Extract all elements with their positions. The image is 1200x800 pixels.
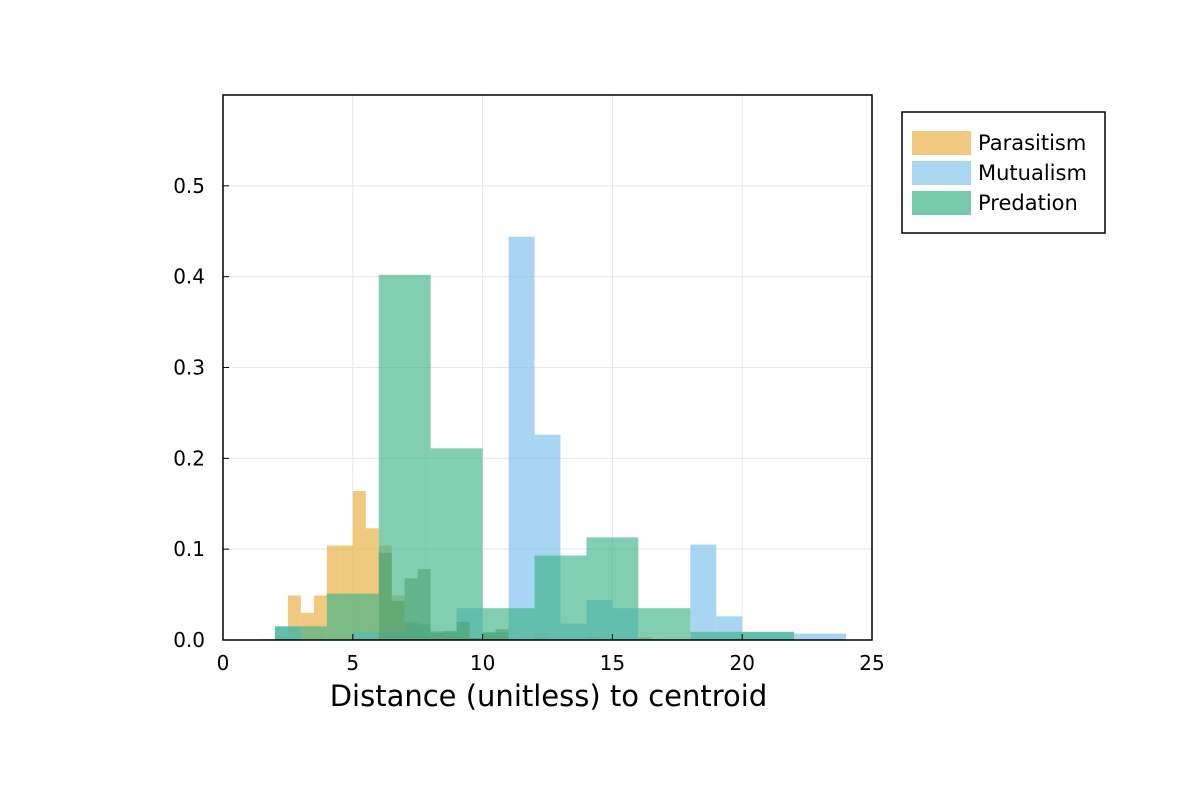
histogram-bar-predation: [638, 608, 691, 640]
y-tick-label: 0.2: [173, 446, 205, 470]
histogram-bar-overlap: [456, 621, 470, 640]
histogram-bar-mutualism: [794, 633, 847, 640]
histogram-bar-predation: [534, 555, 587, 640]
legend-swatch-parasitism: [912, 131, 971, 155]
histogram-bar-overlap: [430, 632, 444, 640]
histogram-bar-overlap: [469, 638, 483, 640]
axis-ticks: 0 5 10 15 20 25 0.0 0.1 0.2 0.3 0.4 0.5: [173, 174, 885, 675]
x-tick-label: 15: [600, 651, 625, 675]
legend-label-parasitism: Parasitism: [978, 131, 1086, 155]
histogram-bar-predation: [742, 631, 795, 640]
legend[interactable]: Parasitism Mutualism Predation: [901, 111, 1106, 234]
histogram-bar-overlap: [378, 552, 392, 640]
histogram-bar-predation: [430, 448, 483, 640]
y-tick-label: 0.4: [173, 265, 205, 289]
histogram-bar-overlap: [482, 632, 496, 640]
x-tick-label: 0: [217, 651, 230, 675]
histogram-bar-predation: [690, 631, 743, 640]
x-tick-label: 5: [346, 651, 359, 675]
x-axis-title: Distance (unitless) to centroid: [330, 679, 768, 713]
y-tick-label: 0.3: [173, 356, 205, 380]
legend-label-predation: Predation: [978, 191, 1078, 215]
histogram-bar-overlap: [417, 569, 431, 640]
histogram-bars: [261, 236, 847, 640]
histogram-bar-overlap: [443, 630, 457, 640]
histogram-bar-overlap: [404, 578, 418, 640]
y-tick-label: 0.5: [173, 174, 205, 198]
histogram-bar-overlap: [495, 629, 509, 640]
histogram-bar-overlap: [391, 600, 405, 640]
histogram-bar-predation: [586, 537, 639, 640]
x-tick-label: 25: [859, 651, 884, 675]
legend-swatch-mutualism: [912, 161, 971, 185]
y-tick-label: 0.0: [173, 628, 205, 652]
histogram-bar-predation: [274, 626, 327, 640]
x-tick-label: 10: [470, 651, 495, 675]
legend-swatch-predation: [912, 191, 971, 215]
histogram-bar-mutualism: [690, 544, 717, 640]
x-tick-label: 20: [729, 651, 754, 675]
histogram-bar-mutualism: [508, 236, 535, 640]
y-tick-label: 0.1: [173, 537, 205, 561]
histogram-bar-predation: [326, 593, 379, 640]
legend-label-mutualism: Mutualism: [978, 161, 1087, 185]
